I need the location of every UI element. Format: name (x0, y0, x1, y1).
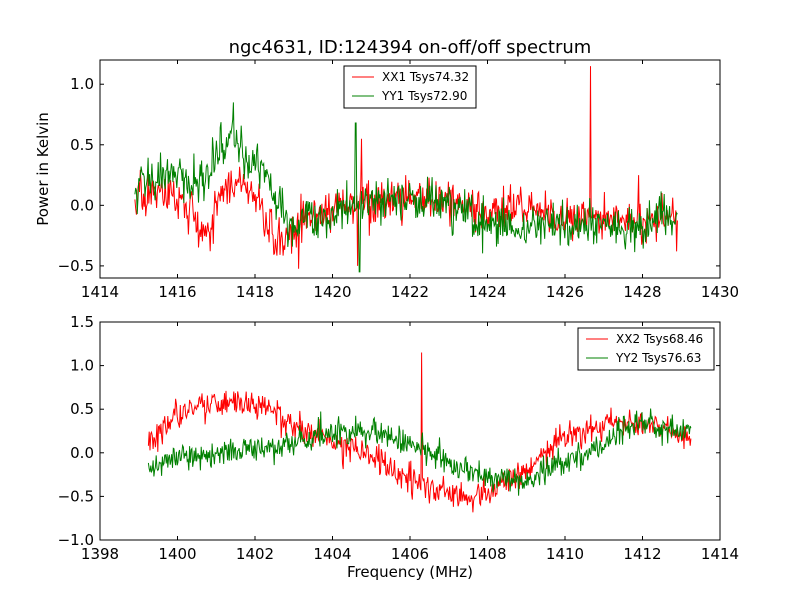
y-tick-label: −0.5 (58, 487, 94, 505)
top-panel-legend: XX1 Tsys74.32 YY1 Tsys72.90 (343, 65, 477, 109)
x-tick-label: 1422 (391, 283, 429, 301)
y-tick-label: 0.0 (70, 196, 94, 214)
legend-box (343, 65, 477, 109)
figure-title: ngc4631, ID:124394 on-off/off spectrum (229, 37, 592, 58)
series-line-yy1 (134, 102, 678, 273)
x-tick-label: 1408 (468, 545, 506, 563)
y-tick-label: 0.5 (70, 136, 94, 154)
x-tick-label: 1404 (313, 545, 351, 563)
x-tick-label: 1402 (236, 545, 274, 563)
x-tick-label: 1416 (158, 283, 196, 301)
x-tick-label: 1406 (391, 545, 429, 563)
y-tick-label: −1.0 (58, 531, 94, 549)
x-tick-label: 1400 (158, 545, 196, 563)
legend-entry: XX2 Tsys68.46 (616, 332, 703, 346)
series-line-xx2 (147, 352, 692, 513)
bottom-panel-legend: XX2 Tsys68.46 YY2 Tsys76.63 (577, 327, 715, 371)
x-tick-label: 1398 (81, 545, 119, 563)
bottom-panel-series (147, 352, 692, 513)
x-tick-label: 1424 (468, 283, 506, 301)
top-panel: 1414 1416 1418 1420 1422 1424 1426 1428 1430 −0.5… (34, 59, 739, 301)
x-tick-label: 1410 (546, 545, 584, 563)
y-tick-label: 1.5 (70, 313, 94, 331)
x-tick-label: 1426 (546, 283, 584, 301)
series-line-yy2 (147, 408, 692, 496)
y-tick-label: 1.0 (70, 75, 94, 93)
legend-entry: XX1 Tsys74.32 (382, 70, 469, 84)
bottom-panel: 1398 1400 1402 1404 1406 1408 1410 1412 1414 −1.0… (58, 313, 740, 581)
series-line-xx1 (134, 66, 678, 269)
x-tick-label: 1428 (623, 283, 661, 301)
top-panel-ticks: 1414 1416 1418 1420 1422 1424 1426 1428 1430 −0.5… (58, 60, 739, 301)
x-tick-label: 1418 (236, 283, 274, 301)
x-tick-label: 1412 (623, 545, 661, 563)
y-tick-label: −0.5 (58, 257, 94, 275)
y-tick-label: 0.5 (70, 400, 94, 418)
legend-entry: YY2 Tsys76.63 (615, 351, 701, 365)
x-tick-label: 1414 (701, 545, 739, 563)
legend-entry: YY1 Tsys72.90 (381, 89, 467, 103)
x-tick-label: 1420 (313, 283, 351, 301)
bottom-panel-x-axis-label: Frequency (MHz) (347, 563, 473, 581)
legend-box (577, 327, 715, 371)
top-panel-series (134, 66, 678, 273)
y-tick-label: 0.0 (70, 444, 94, 462)
bottom-panel-ticks: 1398 1400 1402 1404 1406 1408 1410 1412 1414 −1.0… (58, 313, 740, 563)
top-panel-y-axis-label: Power in Kelvin (34, 112, 52, 226)
y-tick-label: 1.0 (70, 357, 94, 375)
x-tick-label: 1414 (81, 283, 119, 301)
x-tick-label: 1430 (701, 283, 739, 301)
